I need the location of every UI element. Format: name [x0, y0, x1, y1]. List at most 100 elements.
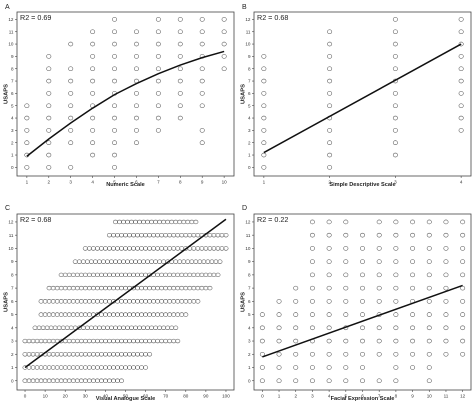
data-point: [110, 232, 116, 238]
data-points: [261, 17, 464, 170]
data-point: [149, 219, 155, 225]
x-tick-label: 50: [123, 394, 129, 399]
data-point: [151, 338, 157, 344]
y-tick-label: 10: [245, 42, 251, 47]
y-tick-label: 4: [248, 116, 251, 121]
data-point: [393, 259, 399, 264]
data-point: [26, 378, 32, 383]
data-point: [276, 312, 282, 317]
data-point: [221, 29, 227, 35]
data-point: [86, 338, 92, 344]
data-point: [68, 140, 74, 145]
data-point: [46, 91, 52, 96]
data-point: [78, 272, 84, 278]
data-point: [24, 128, 30, 133]
data-point: [68, 41, 74, 47]
data-point: [82, 285, 88, 291]
data-point: [458, 91, 464, 96]
data-point: [112, 165, 118, 170]
data-point: [46, 140, 52, 145]
data-point: [177, 41, 183, 47]
data-point: [147, 338, 153, 344]
data-point: [185, 259, 191, 264]
data-point: [213, 259, 219, 264]
data-point: [175, 232, 181, 238]
data-point: [155, 78, 161, 84]
data-point: [135, 272, 141, 278]
data-point: [102, 338, 108, 344]
data-point: [171, 285, 177, 291]
data-point: [86, 365, 92, 370]
data-point: [48, 325, 54, 330]
data-point: [145, 259, 151, 264]
data-point: [62, 272, 68, 278]
data-point: [191, 299, 197, 304]
plot-frame: [253, 213, 472, 391]
data-point: [46, 152, 52, 158]
data-point: [106, 312, 112, 317]
panel-letter: A: [5, 4, 10, 11]
data-point: [90, 299, 96, 304]
data-point: [326, 232, 332, 238]
data-point: [78, 378, 84, 383]
data-point: [114, 312, 120, 317]
data-point: [410, 312, 416, 317]
data-point: [327, 152, 333, 158]
data-point: [88, 259, 94, 264]
data-point: [191, 246, 197, 251]
data-point: [326, 378, 332, 384]
data-point: [261, 78, 267, 84]
data-point: [121, 259, 126, 264]
x-tick-label: 40: [103, 394, 109, 399]
y-tick-label: 2: [248, 140, 251, 145]
y-axis-label: USAPS: [4, 292, 10, 312]
data-point: [360, 259, 365, 264]
data-point: [191, 232, 197, 238]
data-point: [98, 285, 104, 291]
data-point: [82, 338, 88, 344]
x-tick-label: 5: [113, 180, 116, 185]
data-point: [167, 312, 173, 317]
data-point: [173, 325, 179, 330]
y-tick-label: 5: [11, 103, 14, 108]
data-point: [165, 259, 171, 264]
data-point: [410, 365, 416, 370]
data-point: [161, 259, 167, 264]
data-point: [92, 325, 98, 330]
data-point: [108, 259, 114, 264]
data-point: [74, 378, 80, 383]
data-point: [426, 351, 432, 357]
data-point: [42, 338, 48, 344]
data-point: [131, 299, 137, 304]
data-point: [159, 338, 165, 344]
data-point: [106, 272, 112, 278]
y-tick-label: 10: [8, 42, 14, 47]
data-point: [171, 232, 177, 238]
data-point: [211, 272, 217, 278]
data-point: [84, 325, 90, 330]
data-point: [193, 259, 199, 264]
data-point: [183, 312, 189, 317]
data-point: [119, 352, 124, 357]
data-point: [133, 325, 139, 330]
data-point: [112, 29, 118, 35]
data-point: [114, 352, 120, 357]
data-point: [68, 66, 74, 71]
data-point: [460, 219, 466, 225]
data-point: [293, 338, 299, 344]
data-point: [207, 246, 213, 251]
data-point: [211, 246, 217, 251]
data-point: [76, 259, 82, 264]
data-point: [360, 285, 365, 291]
data-point: [309, 299, 315, 304]
data-point: [199, 285, 205, 291]
y-tick-label: 7: [248, 286, 251, 291]
data-point: [68, 103, 74, 108]
data-point: [203, 272, 209, 278]
data-point: [143, 312, 149, 317]
data-point: [147, 246, 153, 251]
data-point: [50, 312, 56, 317]
data-point: [141, 259, 147, 264]
data-point: [183, 285, 189, 291]
